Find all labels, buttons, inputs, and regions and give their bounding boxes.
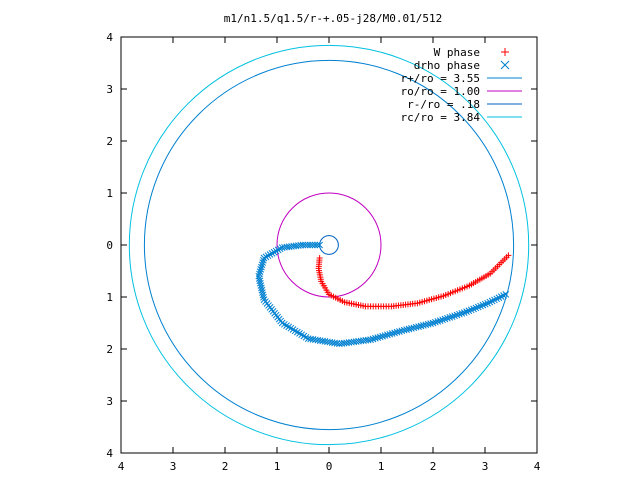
drho-phase-point	[444, 314, 451, 322]
drho-phase-point	[266, 251, 274, 258]
drho-phase-point	[268, 250, 276, 257]
legend-label: r-/ro = .18	[407, 98, 480, 111]
drho-phase-point	[304, 241, 312, 249]
y-tick-label: 0	[106, 239, 113, 252]
y-tick-label: 3	[106, 395, 113, 408]
drho-phase-point	[463, 308, 470, 316]
drho-phase-point	[481, 300, 489, 308]
drho-phase-point	[460, 309, 468, 316]
drho-phase-point	[427, 320, 434, 327]
circle-r-ro	[319, 235, 339, 255]
legend-label: rc/ro = 3.84	[401, 111, 481, 124]
drho-phase-point	[313, 241, 321, 249]
drho-phase-point	[456, 310, 463, 318]
y-tick-label: 4	[106, 31, 113, 44]
chart-title: m1/n1.5/q1.5/r-+.05-j28/M0.01/512	[224, 12, 443, 25]
x-tick-label: 2	[430, 460, 437, 473]
x-tick-label: 4	[534, 460, 541, 473]
drho-phase-point	[465, 307, 473, 315]
drho-phase-point	[367, 336, 374, 343]
drho-phase-point	[376, 333, 384, 341]
drho-phase-point	[479, 301, 487, 309]
drho-phase-point	[439, 316, 446, 324]
drho-phase-point	[502, 291, 510, 298]
y-tick-label: 2	[106, 343, 113, 356]
legend-plus-marker	[501, 48, 509, 56]
drho-phase-point	[451, 312, 458, 320]
x-tick-label: 1	[378, 460, 385, 473]
legend-label: ro/ro = 1.00	[401, 85, 480, 98]
x-tick-label: 3	[170, 460, 177, 473]
drho-phase-point	[429, 319, 437, 327]
drho-phase-point	[396, 328, 403, 335]
x-tick-label: 4	[118, 460, 125, 473]
drho-phase-point	[391, 329, 398, 337]
drho-phase-point	[388, 330, 396, 337]
legend-label: drho phase	[414, 59, 480, 72]
drho-phase-point	[259, 256, 267, 264]
legend-label: r+/ro = 3.55	[401, 72, 480, 85]
drho-phase-point	[262, 253, 270, 261]
circle-r+ro	[143, 59, 515, 431]
drho-phase-point	[260, 254, 268, 262]
drho-phase-point	[258, 263, 265, 271]
drho-phase-point	[333, 340, 341, 347]
drho-phase-point	[441, 315, 449, 323]
drho-phase-point	[386, 330, 394, 338]
x-tick-label: 2	[222, 460, 229, 473]
drho-phase-point	[311, 241, 319, 249]
drho-phase-point	[477, 302, 484, 310]
drho-phase-point	[306, 241, 314, 249]
legend-x-marker	[500, 60, 510, 70]
y-tick-label: 2	[106, 135, 113, 148]
drho-phase-point	[316, 241, 323, 249]
drho-phase-point	[309, 241, 316, 249]
drho-phase-point	[369, 335, 377, 343]
drho-phase-point	[379, 332, 386, 340]
drho-phase-point	[434, 318, 442, 325]
y-tick-label: 4	[106, 447, 113, 460]
drho-phase-point	[472, 304, 480, 312]
drho-phase-point	[381, 332, 389, 339]
y-tick-label: 3	[106, 83, 113, 96]
drho-phase-point	[260, 293, 267, 301]
y-tick-label: 1	[106, 291, 113, 304]
circle-rcro	[128, 44, 530, 446]
drho-phase-point	[446, 314, 454, 321]
drho-phase-point	[432, 318, 439, 326]
x-tick-label: 3	[482, 460, 489, 473]
drho-phase-point	[258, 261, 266, 269]
drho-phase-point	[384, 331, 391, 339]
drho-phase-point	[256, 268, 264, 276]
drho-phase-point	[453, 311, 461, 319]
w-phase-point	[505, 252, 512, 259]
drho-phase-point	[474, 303, 482, 311]
drho-phase-point	[259, 259, 267, 266]
drho-phase-point	[458, 310, 466, 317]
markers	[255, 241, 512, 348]
drho-phase-point	[274, 246, 282, 254]
drho-phase-point	[276, 245, 284, 253]
drho-phase-point	[270, 248, 278, 256]
x-tick-label: 0	[326, 460, 333, 473]
drho-phase-point	[372, 334, 379, 342]
drho-phase-point	[257, 266, 265, 273]
drho-phase-point	[281, 243, 288, 251]
y-tick-label: 1	[106, 187, 113, 200]
drho-phase-point	[467, 306, 475, 314]
drho-phase-point	[272, 247, 280, 255]
drho-phase-point	[470, 305, 477, 313]
drho-phase-point	[393, 328, 401, 336]
drho-phase-point	[448, 313, 456, 320]
drho-phase-point	[436, 317, 444, 324]
drho-phase-point	[374, 334, 382, 341]
drho-phase-point	[278, 244, 286, 251]
x-tick-label: 1	[274, 460, 281, 473]
legend-label: W phase	[434, 46, 480, 59]
